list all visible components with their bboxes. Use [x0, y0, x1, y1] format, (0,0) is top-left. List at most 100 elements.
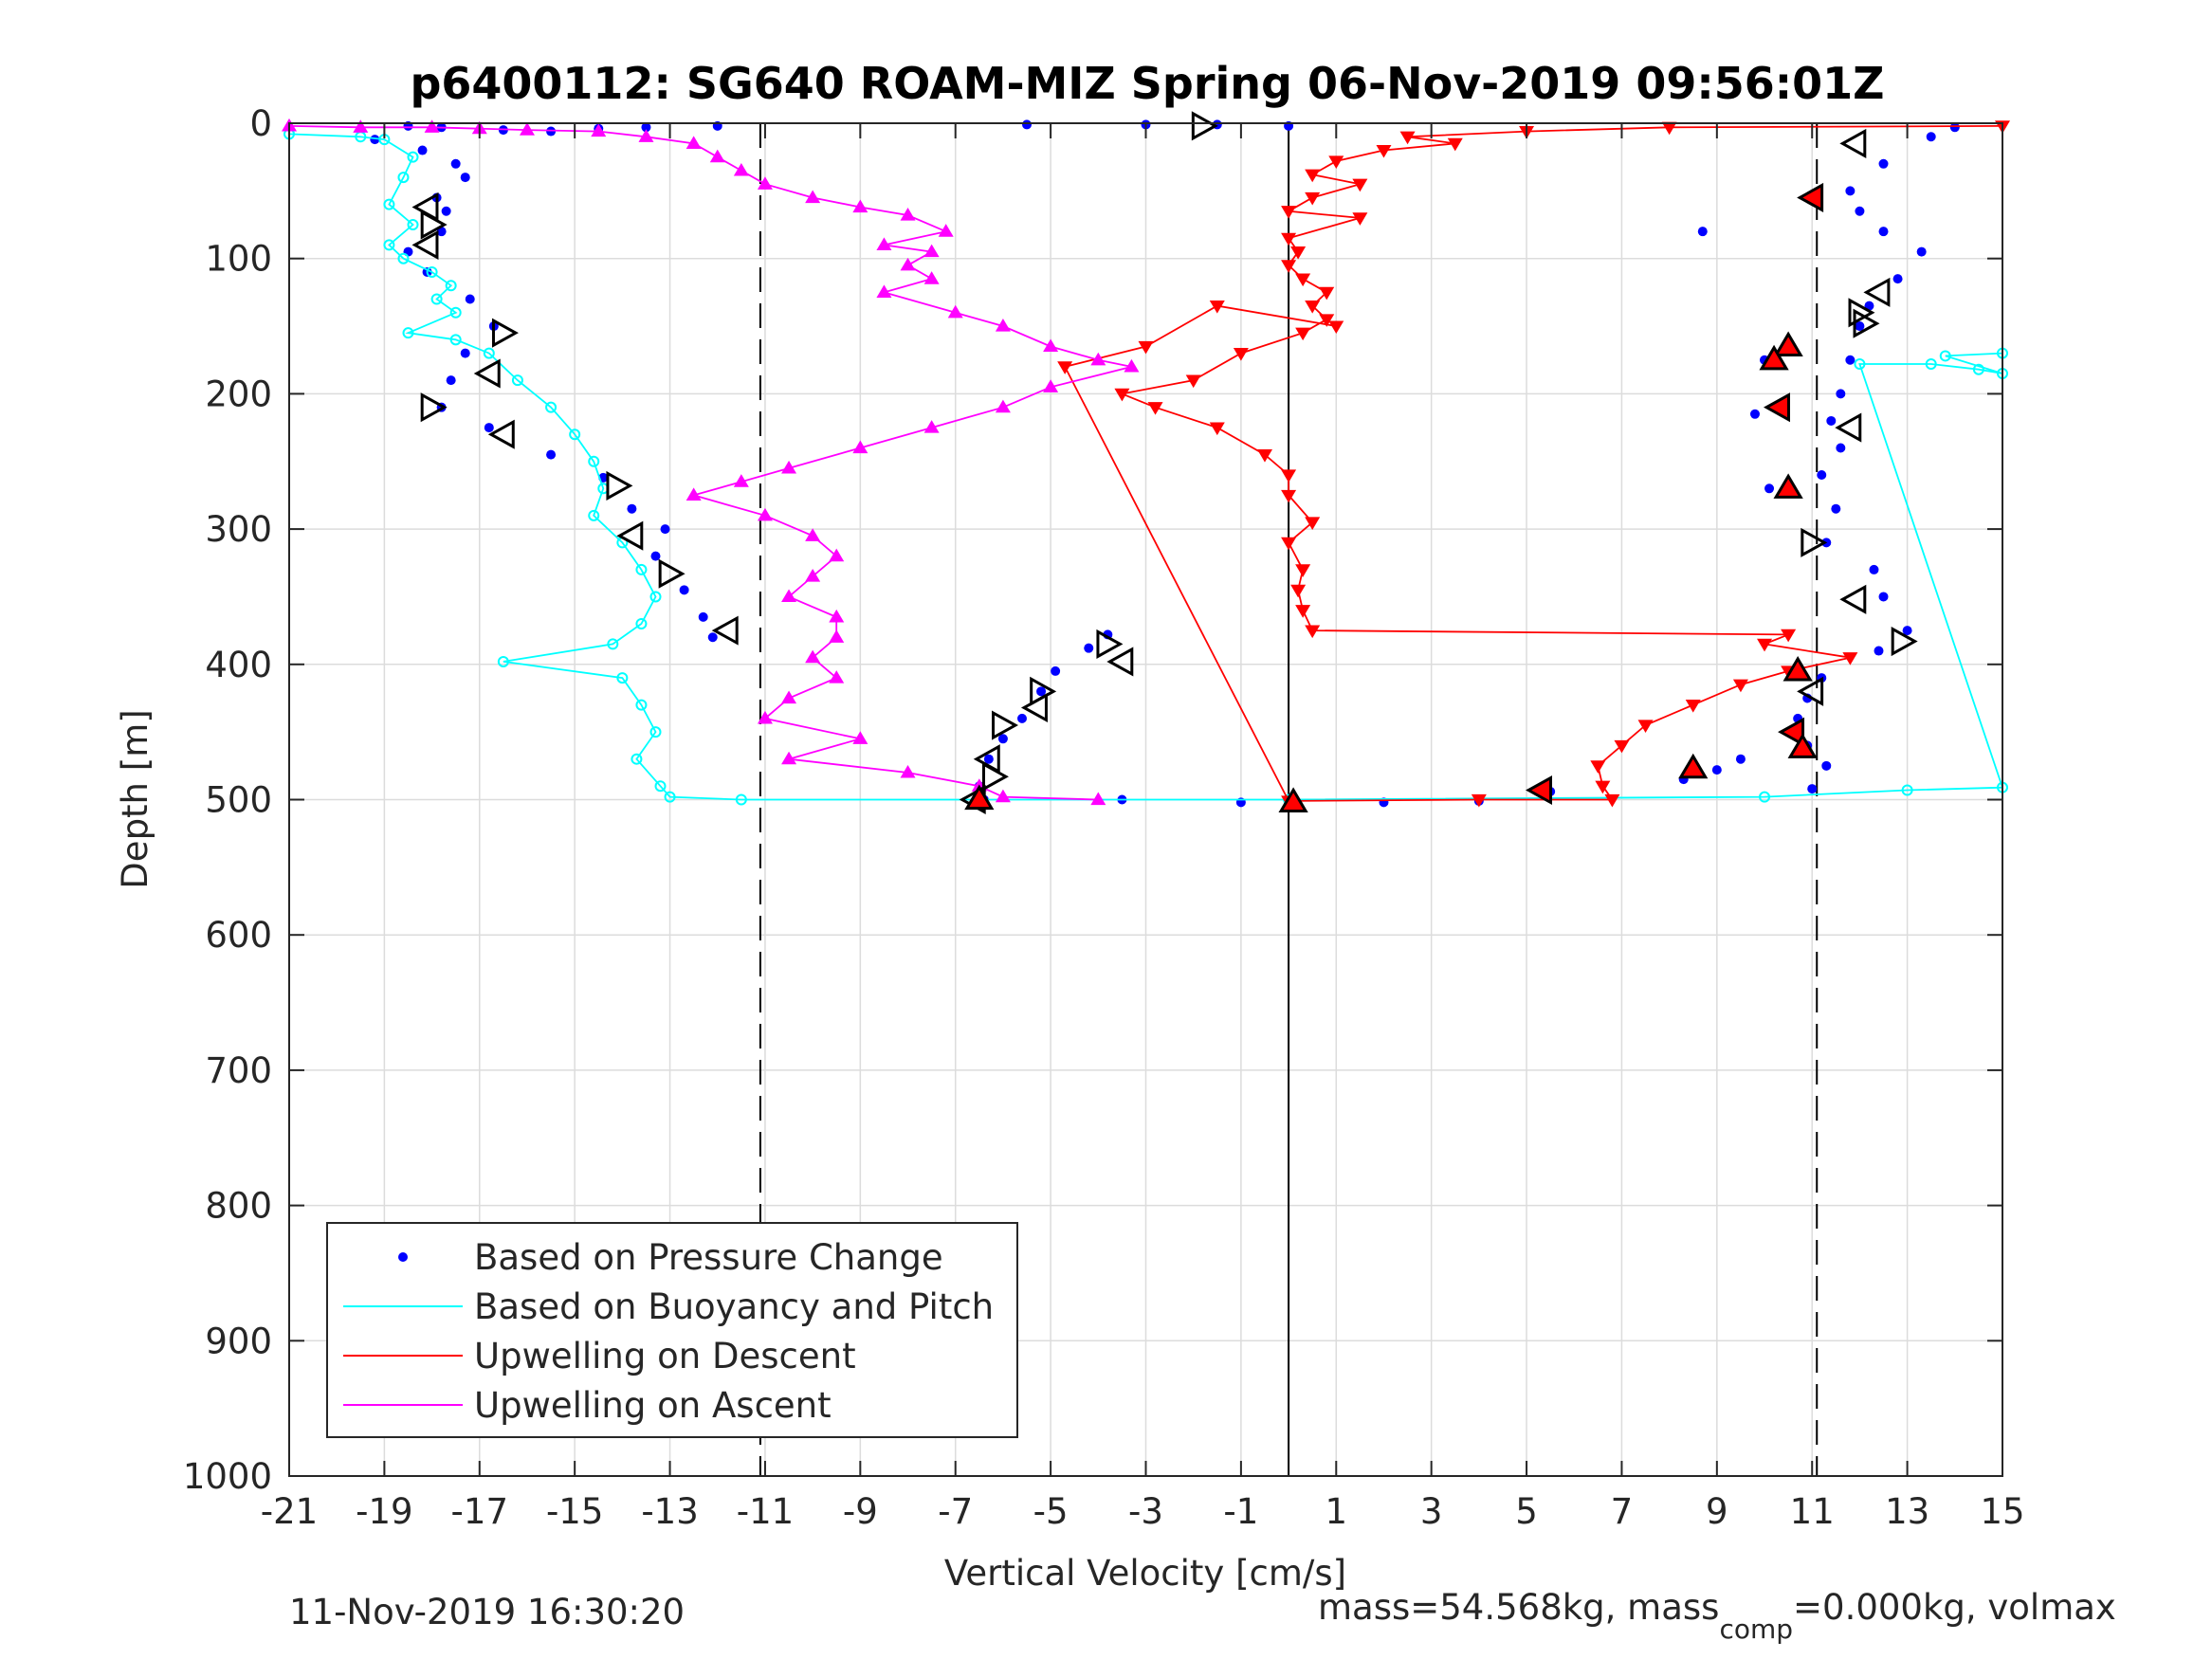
pressure-point — [1036, 686, 1047, 697]
footer-mass-subscript: comp — [1719, 1613, 1793, 1645]
descent-point — [1352, 178, 1368, 192]
pressure-point — [1735, 754, 1746, 764]
hollow-triangle-point — [1891, 626, 1918, 657]
pressure-point — [1855, 321, 1865, 332]
hollow-triangle-point — [1848, 298, 1875, 328]
buoyancy-point — [635, 617, 648, 629]
descent-point — [1757, 638, 1773, 652]
buoyancy-point — [664, 791, 676, 803]
buoyancy-point — [383, 239, 395, 251]
hollow-triangle-point — [487, 419, 515, 449]
pressure-point — [546, 126, 557, 137]
ascent-point — [995, 399, 1011, 413]
x-tick-label: -19 — [356, 1491, 412, 1532]
x-tick-label: -5 — [1033, 1491, 1069, 1532]
pressure-point — [1817, 470, 1827, 481]
ascent-point — [900, 208, 916, 221]
pressure-point — [641, 122, 651, 133]
descent-point — [1328, 320, 1344, 335]
ascent-point — [876, 237, 892, 251]
ascent-point — [947, 304, 963, 319]
hollow-triangle-point — [711, 615, 739, 646]
filled-triangle-point — [1526, 775, 1553, 806]
buoyancy-point — [1925, 358, 1937, 371]
pressure-point — [707, 632, 718, 643]
buoyancy-point — [430, 293, 443, 305]
descent-point — [1305, 517, 1321, 530]
pressure-point — [460, 348, 470, 358]
x-axis-label: Vertical Velocity [cm/s] — [944, 1553, 1346, 1594]
hollow-triangle-point — [1839, 584, 1867, 614]
filled-triangle-point — [1763, 392, 1790, 423]
pressure-point — [650, 551, 661, 561]
y-tick-label: 300 — [205, 509, 272, 550]
pressure-point — [1836, 389, 1846, 399]
x-tick-label: -21 — [261, 1491, 318, 1532]
x-tick-label: 1 — [1325, 1491, 1348, 1532]
ascent-point — [923, 271, 940, 284]
buoyancy-point — [497, 655, 509, 667]
descent-point — [1138, 340, 1154, 355]
pressure-point — [997, 734, 1008, 744]
buoyancy-point — [735, 793, 747, 806]
pressure-point — [1016, 713, 1027, 723]
pressure-point — [1916, 246, 1927, 257]
pressure-point — [1084, 643, 1094, 653]
legend: Based on Pressure Change Based on Buoyanc… — [326, 1222, 1018, 1438]
buoyancy-point — [402, 327, 414, 339]
pressure-point — [1764, 483, 1775, 494]
x-tick-label: 15 — [1980, 1491, 2024, 1532]
x-tick-label: -13 — [641, 1491, 698, 1532]
buoyancy-point — [511, 374, 523, 387]
footer-mass-text: mass=54.568kg, mass — [1318, 1587, 1719, 1628]
pressure-point — [450, 158, 461, 169]
ascent-point — [900, 764, 916, 778]
x-tick-label: -9 — [843, 1491, 878, 1532]
filled-triangle-point — [1278, 787, 1308, 812]
hollow-triangle-point — [491, 318, 519, 348]
descent-point — [1732, 679, 1748, 693]
ascent-point — [829, 629, 845, 643]
hollow-triangle-point — [1801, 527, 1828, 557]
pressure-point — [1051, 665, 1061, 676]
pressure-point — [1845, 355, 1856, 365]
hollow-triangle-point — [420, 392, 448, 423]
pressure-point — [1902, 626, 1912, 636]
ascent-point — [638, 129, 654, 142]
pressure-point — [1892, 274, 1903, 284]
buoyancy-point — [631, 753, 643, 765]
ascent-point — [757, 176, 773, 190]
hollow-triangle-point — [1863, 277, 1891, 307]
pressure-point — [370, 135, 380, 145]
x-tick-label: -3 — [1128, 1491, 1163, 1532]
x-tick-label: 5 — [1515, 1491, 1538, 1532]
hollow-triangle-point — [1835, 412, 1862, 443]
pressure-point — [1855, 206, 1865, 216]
y-axis-label: Depth [m] — [115, 709, 155, 888]
descent-point — [1114, 388, 1130, 402]
ascent-point — [781, 690, 797, 704]
ascent-point — [938, 224, 954, 237]
legend-swatch-dot — [398, 1252, 408, 1262]
ascent-point — [1043, 379, 1059, 392]
ascent-point — [781, 751, 797, 765]
ascent-point — [829, 548, 845, 562]
descent-point — [1057, 361, 1073, 374]
descent-point — [1305, 625, 1321, 639]
buoyancy-point — [383, 198, 395, 210]
descent-point — [1209, 422, 1225, 436]
buoyancy-point — [654, 780, 667, 793]
hollow-triangle-point — [1020, 692, 1048, 723]
pressure-point — [660, 524, 670, 535]
hollow-triangle-point — [616, 520, 644, 551]
ascent-point — [852, 440, 868, 454]
ascent-point — [757, 507, 773, 521]
buoyancy-point — [649, 726, 662, 738]
legend-entry-label: Based on Buoyancy and Pitch — [474, 1286, 994, 1327]
x-tick-label: -17 — [451, 1491, 508, 1532]
descent-point — [1305, 169, 1321, 183]
footer-timestamp: 11-Nov-2019 16:30:20 — [289, 1592, 685, 1632]
descent-point — [1781, 629, 1797, 643]
x-tick-label: 11 — [1790, 1491, 1835, 1532]
descent-point — [1281, 537, 1297, 551]
